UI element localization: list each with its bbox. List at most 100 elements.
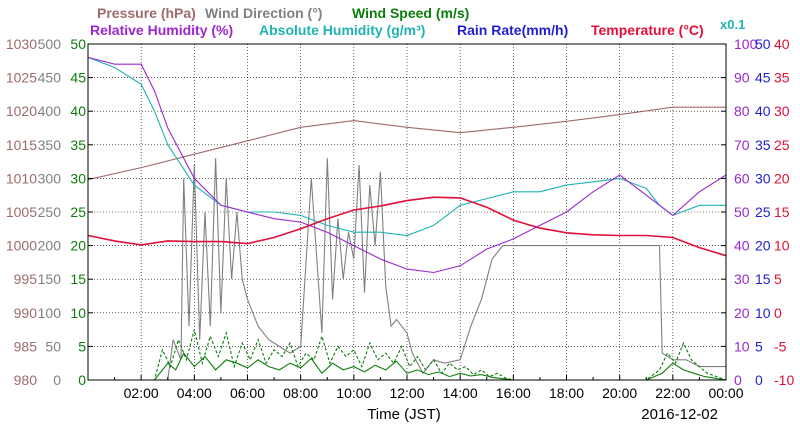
y-tick-label-wind-direction: 150 — [38, 271, 62, 287]
y-tick-label-wind-direction: 350 — [38, 137, 62, 153]
y-tick-label-pressure: 1010 — [6, 170, 37, 186]
series-relative-humidity — [87, 56, 727, 274]
y-tick-label-temperature: 25 — [774, 137, 790, 153]
y-tick-label-rain-rate: 25 — [755, 204, 771, 220]
y-tick-label-rain-rate: 15 — [755, 271, 771, 287]
y-tick-label-temperature: 5 — [774, 271, 782, 287]
y-tick-label-wind-direction: 500 — [38, 36, 62, 52]
y-tick-label-wind-speed: 50 — [70, 36, 86, 52]
y-tick-label-wind-speed: 0 — [78, 372, 86, 388]
y-tick-label-temperature: 15 — [774, 204, 790, 220]
y-tick-label-pressure: 995 — [14, 271, 38, 287]
legend-rain-rate: Rain Rate(mm/h) — [457, 22, 568, 38]
y-tick-label-relative-humidity: 60 — [734, 170, 750, 186]
y-tick-label-relative-humidity: 90 — [734, 70, 750, 86]
y-tick-label-temperature: 20 — [774, 170, 790, 186]
axes: 02:00 04:00 06:00 08:00 10:00 12:00 14:00 16:00… — [6, 36, 795, 401]
y-tick-label-rain-rate: 50 — [755, 36, 771, 52]
y-tick-label-pressure: 990 — [14, 305, 38, 321]
y-tick-label-pressure: 985 — [14, 338, 38, 354]
y-tick-label-pressure: 1025 — [6, 70, 37, 86]
y-tick-label-relative-humidity: 50 — [734, 204, 750, 220]
legend: Pressure (hPa) Wind Direction (°) Wind S… — [90, 5, 745, 38]
y-tick-label-wind-direction: 200 — [38, 238, 62, 254]
y-tick-label-relative-humidity: 100 — [734, 36, 758, 52]
series-temperature-c — [87, 196, 727, 257]
x-tick-label: 12:00 — [389, 385, 424, 401]
y-tick-label-wind-direction: 300 — [38, 170, 62, 186]
y-tick-label-pressure: 1030 — [6, 36, 37, 52]
legend-pressure: Pressure (hPa) — [97, 5, 196, 21]
y-tick-label-temperature: -10 — [774, 372, 794, 388]
x-tick-label: 06:00 — [230, 385, 265, 401]
y-tick-label-wind-direction: 400 — [38, 103, 62, 119]
series-absolute-humidity-g-m — [87, 56, 726, 237]
y-tick-label-wind-speed: 5 — [78, 338, 86, 354]
grid — [88, 44, 726, 380]
y-tick-label-wind-speed: 15 — [70, 271, 86, 287]
legend-row-2: Relative Humidity (%) Absolute Humidity … — [90, 22, 704, 38]
y-tick-label-wind-direction: 50 — [45, 338, 61, 354]
legend-wind-speed: Wind Speed (m/s) — [352, 5, 469, 21]
y-tick-label-relative-humidity: 80 — [734, 103, 750, 119]
y-tick-label-temperature: 40 — [774, 36, 790, 52]
y-tick-label-wind-direction: 0 — [53, 372, 61, 388]
x-tick-label: 16:00 — [496, 385, 531, 401]
y-tick-label-rain-rate: 45 — [755, 70, 771, 86]
y-tick-label-wind-speed: 25 — [70, 204, 86, 220]
legend-scale-note: x0.1 — [720, 17, 745, 32]
legend-wind-direction: Wind Direction (°) — [205, 5, 322, 21]
legend-row-1: Pressure (hPa) Wind Direction (°) Wind S… — [97, 5, 469, 21]
y-tick-label-wind-speed: 30 — [70, 170, 86, 186]
x-tick-label: 22:00 — [655, 385, 690, 401]
y-tick-label-temperature: 30 — [774, 103, 790, 119]
y-tick-label-rain-rate: 30 — [755, 170, 771, 186]
y-tick-label-relative-humidity: 30 — [734, 271, 750, 287]
x-tick-label: 00:00 — [708, 385, 743, 401]
y-tick-label-wind-speed: 20 — [70, 238, 86, 254]
x-tick-label: 10:00 — [336, 385, 371, 401]
y-tick-label-relative-humidity: 70 — [734, 137, 750, 153]
legend-relative-humidity: Relative Humidity (%) — [90, 22, 233, 38]
legend-temperature: Temperature (°C) — [591, 22, 704, 38]
y-tick-label-pressure: 1015 — [6, 137, 37, 153]
y-tick-label-temperature: 35 — [774, 70, 790, 86]
y-tick-label-wind-direction: 250 — [38, 204, 62, 220]
y-tick-label-wind-direction: 100 — [38, 305, 62, 321]
y-tick-label-pressure: 980 — [14, 372, 38, 388]
y-tick-label-pressure: 1000 — [6, 238, 37, 254]
y-tick-label-wind-speed: 40 — [70, 103, 86, 119]
y-tick-label-rain-rate: 20 — [755, 238, 771, 254]
x-tick-label: 02:00 — [124, 385, 159, 401]
y-tick-label-temperature: 0 — [774, 305, 782, 321]
y-tick-label-rain-rate: 10 — [755, 305, 771, 321]
y-tick-label-wind-speed: 10 — [70, 305, 86, 321]
x-tick-label: 18:00 — [549, 385, 584, 401]
x-tick-label: 04:00 — [177, 385, 212, 401]
y-tick-label-pressure: 1020 — [6, 103, 37, 119]
series-pressure-hpa — [87, 106, 726, 181]
x-tick-label: 14:00 — [443, 385, 478, 401]
y-tick-label-temperature: -5 — [774, 338, 787, 354]
y-tick-label-relative-humidity: 0 — [734, 372, 742, 388]
y-tick-label-rain-rate: 40 — [755, 103, 771, 119]
date-label: 2016-12-02 — [641, 406, 718, 423]
y-tick-label-pressure: 1005 — [6, 204, 37, 220]
y-tick-label-wind-direction: 450 — [38, 70, 62, 86]
y-tick-label-relative-humidity: 20 — [734, 305, 750, 321]
x-tick-label: 08:00 — [283, 385, 318, 401]
x-tick-label: 20:00 — [602, 385, 637, 401]
legend-absolute-humidity: Absolute Humidity (g/m³) — [259, 22, 425, 38]
y-tick-label-wind-speed: 45 — [70, 70, 86, 86]
y-tick-label-rain-rate: 0 — [755, 372, 763, 388]
y-tick-label-relative-humidity: 10 — [734, 338, 750, 354]
series-wind-direction — [88, 158, 726, 381]
y-tick-label-wind-speed: 35 — [70, 137, 86, 153]
y-tick-label-temperature: 10 — [774, 238, 790, 254]
y-tick-label-rain-rate: 35 — [755, 137, 771, 153]
y-tick-label-relative-humidity: 40 — [734, 238, 750, 254]
x-axis-label: Time (JST) — [367, 406, 441, 423]
y-tick-label-rain-rate: 5 — [755, 338, 763, 354]
